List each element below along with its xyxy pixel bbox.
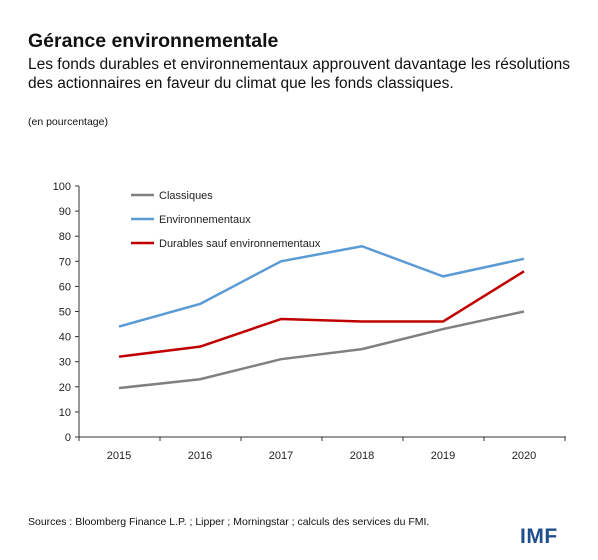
y-tick-label: 100: [53, 181, 71, 193]
y-tick-label: 0: [65, 432, 71, 444]
x-tick-label: 2016: [188, 450, 212, 462]
series-layer: [118, 244, 525, 390]
y-tick-label: 30: [59, 357, 71, 369]
x-tick-label: 2019: [431, 450, 455, 462]
y-tick-label: 20: [59, 382, 71, 394]
unit-label: (en pourcentage): [28, 116, 108, 128]
chart-title: Gérance environnementale: [28, 30, 279, 52]
y-tick-label: 60: [59, 281, 71, 293]
source-note: Sources : Bloomberg Finance L.P. ; Lippe…: [28, 516, 430, 528]
y-tick-label: 40: [59, 332, 71, 344]
y-tick-label: 70: [59, 256, 71, 268]
x-tick-label: 2020: [512, 450, 536, 462]
legend-label: Durables sauf environnementaux: [159, 238, 321, 250]
axes: 0 10 20 30 40 50 60 70 80 90 100 2015 2016 2017 2018 20…: [53, 181, 566, 462]
series-line-environnementaux: [118, 244, 525, 328]
y-tick-label: 50: [59, 307, 71, 319]
imf-logo: IMF: [520, 525, 558, 548]
legend-label: Environnementaux: [159, 214, 251, 226]
series-line-durables-sauf-environnementaux: [118, 270, 525, 358]
series-line-classiques: [118, 310, 525, 390]
y-tick-label: 80: [59, 231, 71, 243]
legend: Classiques Environnementaux Durables sauf …: [131, 190, 321, 250]
x-tick-label: 2017: [269, 450, 293, 462]
line-chart: 0 10 20 30 40 50 60 70 80 90 100 2015 2016 2017 2018 20…: [53, 181, 566, 462]
x-tick-label: 2015: [107, 450, 131, 462]
y-tick-label: 90: [59, 206, 71, 218]
x-tick-label: 2018: [350, 450, 374, 462]
chart-subtitle: Les fonds durables et environnementaux a…: [28, 56, 571, 92]
y-tick-label: 10: [59, 407, 71, 419]
legend-label: Classiques: [159, 190, 213, 202]
